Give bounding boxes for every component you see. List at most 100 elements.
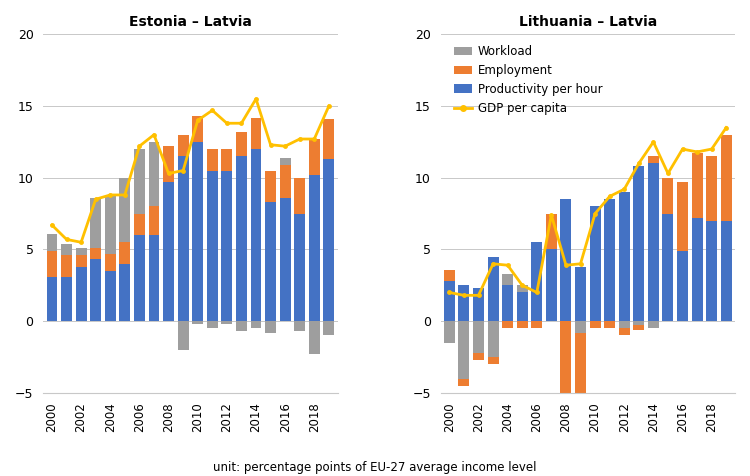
Bar: [163, 182, 174, 321]
Bar: [619, 328, 630, 336]
Bar: [560, 321, 572, 393]
Bar: [178, 135, 188, 156]
Bar: [309, 139, 320, 175]
Bar: [473, 288, 484, 321]
Bar: [221, 321, 232, 324]
Bar: [309, 175, 320, 321]
Bar: [148, 142, 160, 207]
Bar: [61, 244, 72, 255]
Bar: [590, 321, 601, 328]
Bar: [546, 214, 556, 249]
Bar: [294, 214, 305, 321]
Bar: [648, 156, 658, 163]
Bar: [148, 235, 160, 321]
Bar: [444, 281, 454, 321]
Bar: [236, 156, 247, 321]
Bar: [458, 285, 470, 321]
Bar: [192, 142, 203, 321]
Bar: [207, 170, 218, 321]
Bar: [105, 254, 116, 271]
Bar: [134, 214, 145, 235]
Bar: [503, 321, 513, 328]
Bar: [488, 357, 499, 364]
Bar: [706, 156, 717, 221]
Bar: [207, 149, 218, 170]
Bar: [294, 178, 305, 214]
Bar: [721, 221, 732, 321]
Bar: [531, 242, 542, 321]
Bar: [706, 221, 717, 321]
Bar: [76, 255, 86, 267]
Bar: [236, 321, 247, 331]
Bar: [662, 178, 674, 214]
Bar: [662, 214, 674, 321]
Bar: [178, 156, 188, 321]
Bar: [119, 264, 130, 321]
Bar: [265, 321, 276, 333]
Bar: [677, 251, 688, 321]
Bar: [517, 285, 528, 292]
Bar: [604, 199, 615, 321]
Bar: [619, 192, 630, 321]
Bar: [575, 267, 586, 321]
Bar: [46, 234, 58, 251]
Bar: [251, 149, 262, 321]
Bar: [280, 165, 290, 198]
Bar: [633, 326, 644, 330]
Bar: [323, 321, 334, 336]
Bar: [488, 257, 499, 321]
Bar: [590, 207, 601, 321]
Bar: [46, 251, 58, 277]
Bar: [517, 321, 528, 328]
Bar: [61, 255, 72, 277]
Bar: [192, 116, 203, 142]
Bar: [105, 271, 116, 321]
Bar: [323, 119, 334, 159]
Bar: [105, 197, 116, 254]
Bar: [119, 178, 130, 242]
Bar: [648, 163, 658, 321]
Bar: [192, 321, 203, 324]
Bar: [236, 132, 247, 156]
Bar: [251, 118, 262, 149]
Bar: [119, 242, 130, 264]
Bar: [546, 249, 556, 321]
Bar: [90, 198, 101, 248]
Bar: [575, 333, 586, 401]
Bar: [309, 321, 320, 354]
Bar: [648, 321, 658, 328]
Bar: [207, 321, 218, 328]
Bar: [61, 277, 72, 321]
Bar: [473, 321, 484, 353]
Bar: [178, 321, 188, 350]
Bar: [503, 285, 513, 321]
Text: unit: percentage points of EU-27 average income level: unit: percentage points of EU-27 average…: [213, 461, 537, 474]
Bar: [90, 248, 101, 259]
Bar: [134, 235, 145, 321]
Bar: [163, 146, 174, 182]
Bar: [531, 321, 542, 328]
Bar: [692, 153, 703, 218]
Bar: [517, 292, 528, 321]
Bar: [488, 321, 499, 357]
Bar: [503, 274, 513, 285]
Legend: Workload, Employment, Productivity per hour, GDP per capita: Workload, Employment, Productivity per h…: [449, 40, 608, 119]
Bar: [294, 321, 305, 331]
Bar: [458, 321, 470, 378]
Bar: [677, 182, 688, 251]
Bar: [221, 170, 232, 321]
Bar: [46, 277, 58, 321]
Bar: [280, 158, 290, 165]
Bar: [148, 207, 160, 235]
Bar: [633, 166, 644, 321]
Bar: [265, 202, 276, 321]
Bar: [575, 321, 586, 333]
Bar: [90, 259, 101, 321]
Bar: [633, 321, 644, 326]
Bar: [619, 321, 630, 328]
Bar: [721, 135, 732, 221]
Bar: [444, 269, 454, 281]
Bar: [444, 321, 454, 343]
Bar: [560, 199, 572, 321]
Bar: [265, 170, 276, 202]
